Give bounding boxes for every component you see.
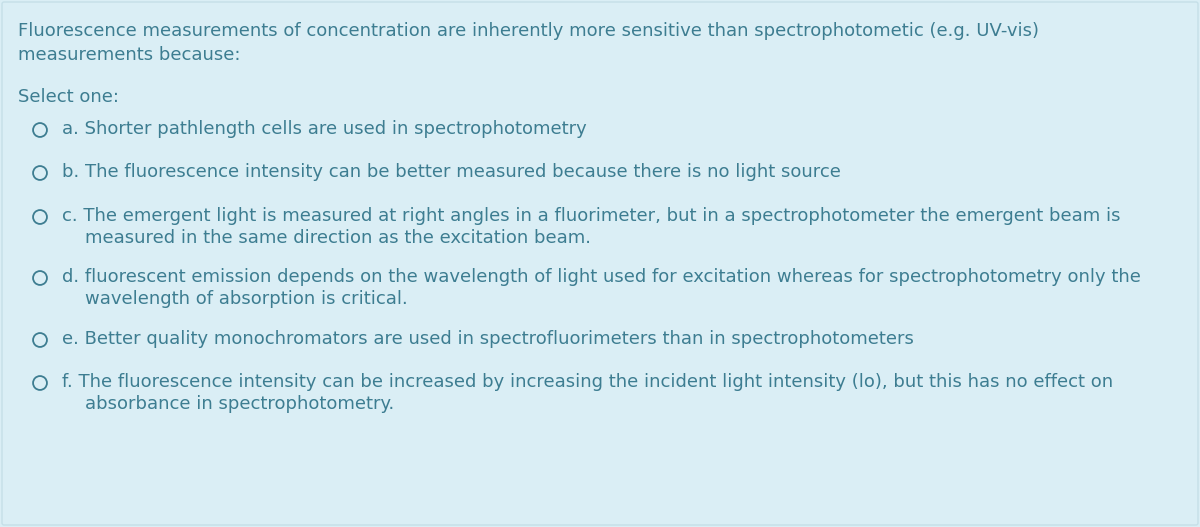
Text: wavelength of absorption is critical.: wavelength of absorption is critical.	[62, 290, 408, 308]
Text: b. The fluorescence intensity can be better measured because there is no light s: b. The fluorescence intensity can be bet…	[62, 163, 841, 181]
Point	[30, 126, 49, 134]
Point	[30, 274, 49, 282]
Text: measurements because:: measurements because:	[18, 46, 240, 64]
Text: f. The fluorescence intensity can be increased by increasing the incident light : f. The fluorescence intensity can be inc…	[62, 373, 1114, 391]
Point	[30, 379, 49, 387]
Point	[30, 213, 49, 221]
Text: Fluorescence measurements of concentration are inherently more sensitive than sp: Fluorescence measurements of concentrati…	[18, 22, 1039, 40]
Text: a. Shorter pathlength cells are used in spectrophotometry: a. Shorter pathlength cells are used in …	[62, 120, 587, 138]
Text: absorbance in spectrophotometry.: absorbance in spectrophotometry.	[62, 395, 395, 413]
Text: e. Better quality monochromators are used in spectrofluorimeters than in spectro: e. Better quality monochromators are use…	[62, 330, 914, 348]
Point	[30, 336, 49, 344]
Text: Select one:: Select one:	[18, 88, 119, 106]
Text: d. fluorescent emission depends on the wavelength of light used for excitation w: d. fluorescent emission depends on the w…	[62, 268, 1141, 286]
Text: measured in the same direction as the excitation beam.: measured in the same direction as the ex…	[62, 229, 592, 247]
Text: c. The emergent light is measured at right angles in a fluorimeter, but in a spe: c. The emergent light is measured at rig…	[62, 207, 1121, 225]
Point	[30, 169, 49, 177]
